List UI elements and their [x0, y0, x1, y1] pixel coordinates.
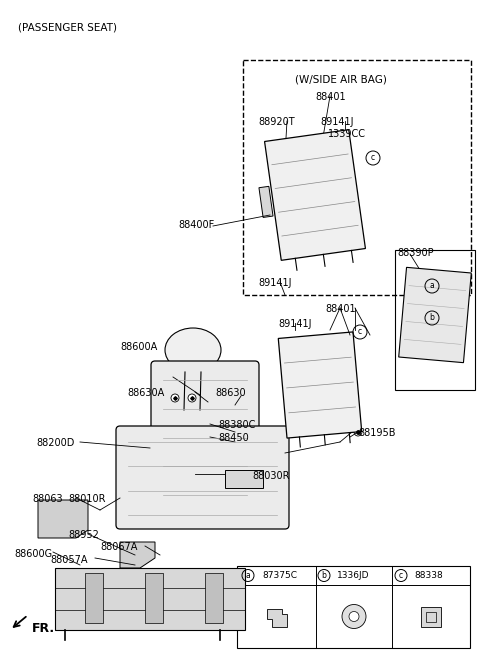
Text: 88380C: 88380C — [218, 420, 255, 430]
Text: 88630: 88630 — [215, 388, 246, 398]
Text: FR.: FR. — [32, 622, 55, 635]
Bar — [426, 612, 436, 622]
Bar — [145, 573, 163, 623]
Text: 88450: 88450 — [218, 433, 249, 443]
Circle shape — [354, 428, 362, 436]
Text: 88630A: 88630A — [127, 388, 164, 398]
Text: 88338: 88338 — [414, 571, 443, 580]
Polygon shape — [259, 186, 273, 217]
Text: 87375C: 87375C — [262, 571, 297, 580]
Polygon shape — [264, 130, 365, 260]
Text: b: b — [322, 571, 326, 580]
Text: 88390P: 88390P — [397, 248, 433, 258]
Bar — [395, 250, 475, 390]
Circle shape — [342, 605, 366, 629]
Text: 88952: 88952 — [68, 530, 99, 540]
Circle shape — [188, 394, 196, 402]
Bar — [85, 573, 103, 623]
Polygon shape — [278, 332, 362, 438]
Text: 89141J: 89141J — [278, 319, 312, 329]
Text: 88401: 88401 — [315, 92, 346, 102]
Polygon shape — [399, 267, 471, 363]
Text: a: a — [246, 571, 251, 580]
Circle shape — [349, 612, 359, 622]
Text: 88030R: 88030R — [252, 471, 289, 481]
Text: 88057A: 88057A — [50, 555, 87, 565]
Text: 88067A: 88067A — [100, 542, 137, 552]
Bar — [205, 573, 223, 623]
Ellipse shape — [165, 328, 221, 372]
Text: (W/SIDE AIR BAG): (W/SIDE AIR BAG) — [295, 75, 387, 85]
Text: 88200D: 88200D — [36, 438, 74, 448]
Text: 1336JD: 1336JD — [337, 571, 370, 580]
Bar — [237, 566, 470, 648]
FancyBboxPatch shape — [151, 361, 259, 509]
Bar — [421, 607, 441, 626]
Polygon shape — [38, 500, 88, 538]
Polygon shape — [120, 542, 155, 568]
Text: (PASSENGER SEAT): (PASSENGER SEAT) — [18, 22, 117, 32]
Text: 88600G: 88600G — [14, 549, 52, 559]
Text: 89141J: 89141J — [320, 117, 353, 127]
Text: 88400F: 88400F — [178, 220, 214, 230]
Text: 1339CC: 1339CC — [328, 129, 366, 139]
Text: 88600A: 88600A — [120, 342, 157, 352]
Text: 88010R: 88010R — [68, 494, 106, 504]
Bar — [55, 568, 245, 630]
Circle shape — [171, 394, 179, 402]
Text: 88920T: 88920T — [258, 117, 295, 127]
Text: 88063: 88063 — [32, 494, 62, 504]
Text: c: c — [371, 153, 375, 162]
Text: b: b — [430, 314, 434, 322]
Bar — [225, 470, 263, 488]
FancyBboxPatch shape — [116, 426, 289, 529]
Text: c: c — [358, 328, 362, 337]
Text: c: c — [399, 571, 403, 580]
Text: a: a — [430, 282, 434, 291]
Text: 88401: 88401 — [325, 304, 356, 314]
Polygon shape — [266, 608, 287, 626]
Text: 88195B: 88195B — [358, 428, 396, 438]
Bar — [243, 60, 471, 295]
Text: 89141J: 89141J — [258, 278, 291, 288]
